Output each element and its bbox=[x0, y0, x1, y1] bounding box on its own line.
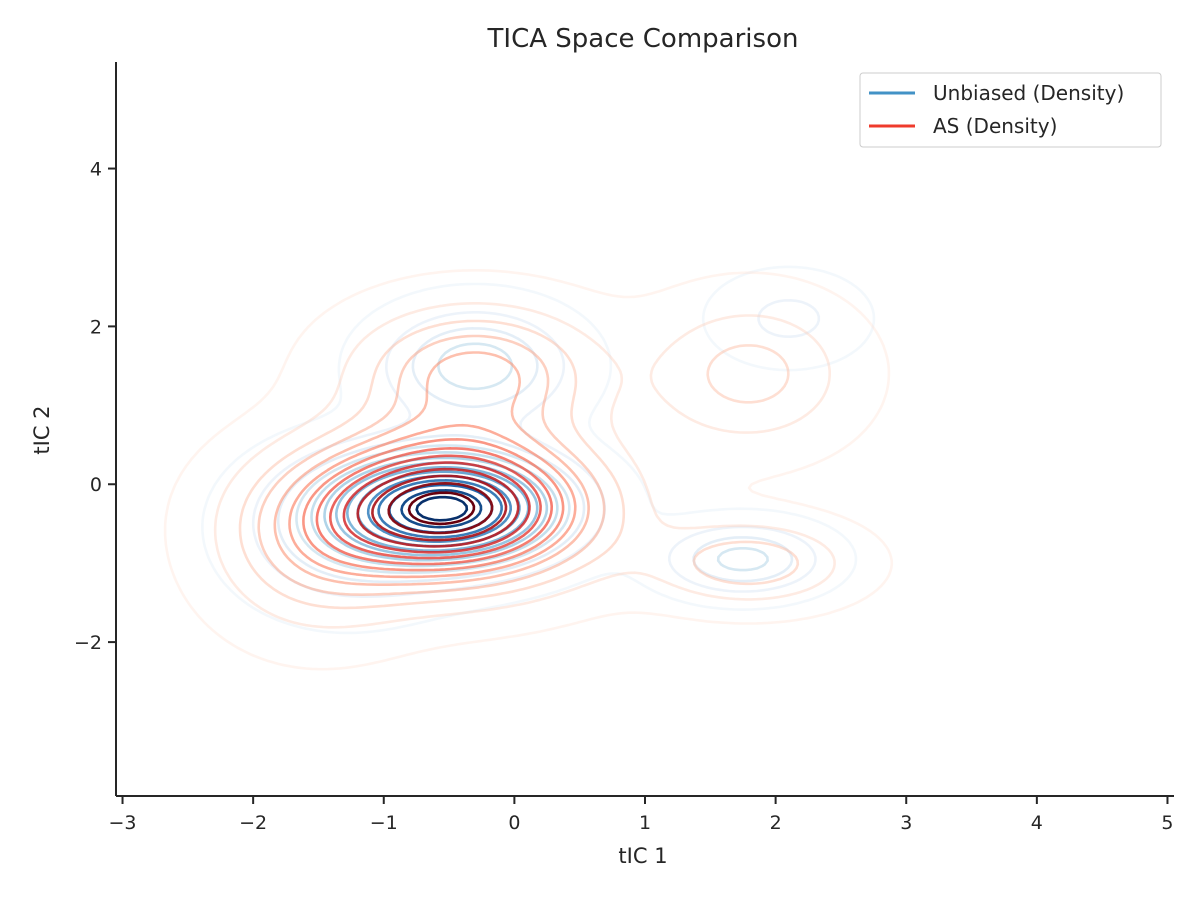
contours-unbiased bbox=[201, 265, 876, 635]
legend-box bbox=[859, 72, 1162, 148]
x-tick-label: 5 bbox=[1161, 812, 1173, 834]
contour-level bbox=[163, 269, 894, 671]
contour-level bbox=[302, 438, 565, 572]
contour-level bbox=[387, 482, 494, 535]
contour-level bbox=[315, 447, 553, 566]
y-tick-label: 4 bbox=[90, 159, 102, 181]
contours-as bbox=[163, 269, 894, 671]
legend-label-as: AS (Density) bbox=[933, 114, 1057, 138]
x-tick-label: 4 bbox=[1031, 812, 1043, 834]
x-axis-label: tIC 1 bbox=[618, 844, 667, 868]
x-tick-label: 0 bbox=[508, 812, 520, 834]
contour-level bbox=[257, 334, 606, 596]
contour-level bbox=[295, 342, 769, 574]
contour-level bbox=[238, 319, 800, 610]
contour-level bbox=[415, 495, 469, 522]
contour-level bbox=[371, 474, 508, 542]
legend: Unbiased (Density) AS (Density) bbox=[859, 72, 1162, 148]
contour-level bbox=[329, 454, 542, 560]
contour-level bbox=[201, 265, 876, 635]
contour-level bbox=[273, 351, 590, 586]
contour-level bbox=[400, 489, 483, 529]
plot-area bbox=[163, 265, 894, 671]
y-tick-label: 2 bbox=[90, 316, 102, 338]
x-tick-label: 3 bbox=[900, 812, 912, 834]
contour-level bbox=[407, 491, 476, 526]
contour-level bbox=[213, 302, 836, 629]
x-tick-label: −3 bbox=[109, 812, 137, 834]
x-ticks: −3 −2 −1 0 1 2 3 4 5 bbox=[109, 796, 1174, 834]
chart-title: TICA Space Comparison bbox=[487, 24, 799, 54]
legend-label-unbiased: Unbiased (Density) bbox=[933, 81, 1124, 105]
contour-level bbox=[335, 461, 539, 557]
y-ticks: −2 0 2 4 bbox=[74, 159, 116, 654]
contour-level bbox=[377, 479, 503, 539]
y-tick-label: 0 bbox=[90, 474, 102, 496]
x-tick-label: −1 bbox=[370, 812, 398, 834]
contour-level bbox=[356, 467, 520, 548]
contour-level bbox=[288, 423, 577, 579]
x-tick-label: 1 bbox=[639, 812, 651, 834]
x-tick-label: 2 bbox=[770, 812, 782, 834]
contour-level bbox=[342, 461, 531, 554]
y-tick-label: −2 bbox=[74, 632, 102, 654]
y-axis-label: tIC 2 bbox=[30, 405, 54, 454]
x-tick-label: −2 bbox=[239, 812, 267, 834]
contour-level bbox=[310, 451, 559, 568]
